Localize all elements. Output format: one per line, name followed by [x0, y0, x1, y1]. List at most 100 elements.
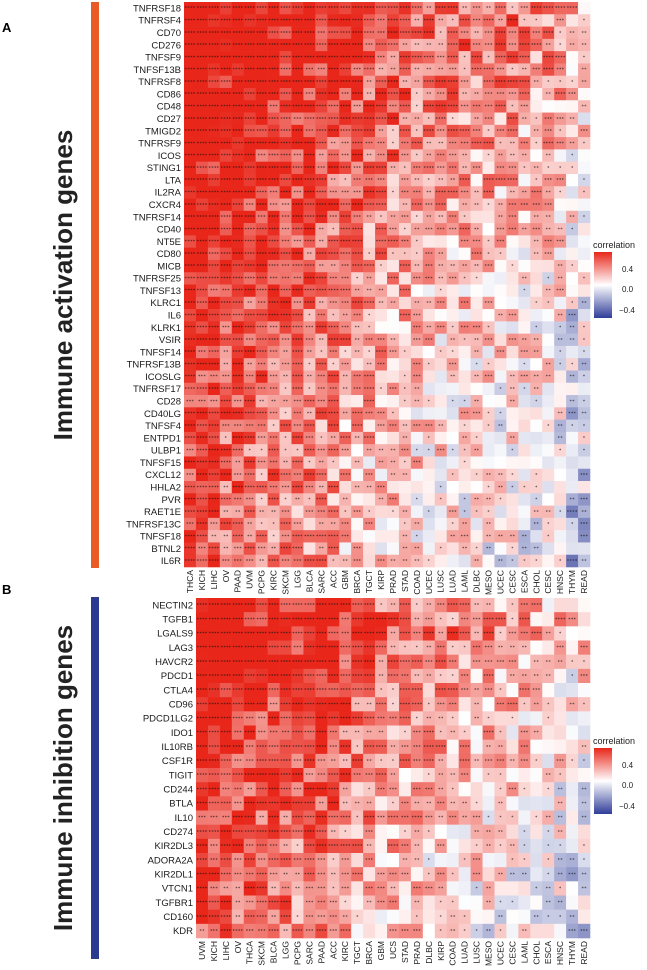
- significance-stars: ****: [244, 178, 255, 184]
- heatmap-cell: [494, 2, 507, 15]
- heatmap-cell: [315, 149, 328, 162]
- significance-stars: ***: [198, 815, 206, 821]
- significance-stars: ***: [496, 165, 504, 171]
- heatmap-cell: [446, 296, 459, 310]
- significance-stars: ****: [196, 264, 207, 270]
- significance-stars: ****: [555, 55, 566, 61]
- heatmap-cell: [339, 395, 352, 408]
- significance-stars: ****: [208, 301, 219, 307]
- significance-stars: ****: [232, 325, 243, 331]
- heatmap-cell: [267, 38, 280, 52]
- heatmap-cell: [422, 100, 436, 113]
- significance-stars: ****: [185, 18, 196, 24]
- significance-stars: *: [260, 448, 263, 454]
- significance-stars: *: [535, 325, 538, 331]
- heatmap-cell: [255, 173, 268, 187]
- significance-stars: ***: [496, 67, 504, 73]
- heatmap-cell: [291, 284, 304, 298]
- panel-a-legend-tick-low: −0.4: [619, 306, 635, 315]
- heatmap-cell: [554, 370, 567, 384]
- significance-stars: ****: [411, 659, 422, 665]
- heatmap-cell: [530, 923, 543, 939]
- heatmap-cell: [339, 161, 352, 175]
- significance-stars: ***: [222, 423, 230, 429]
- heatmap-cell: [458, 345, 471, 359]
- significance-stars: ****: [471, 141, 482, 147]
- heatmap-cell: [578, 481, 591, 494]
- significance-stars: ****: [220, 301, 231, 307]
- heatmap-cell: [398, 235, 412, 248]
- significance-stars: ****: [328, 104, 339, 110]
- heatmap-cell: [422, 272, 436, 285]
- significance-stars: ****: [208, 801, 219, 807]
- heatmap-cell: [482, 796, 495, 811]
- significance-stars: **: [557, 659, 563, 665]
- significance-stars: **: [295, 497, 301, 503]
- heatmap-cell: [470, 112, 483, 126]
- heatmap-cell: [291, 75, 304, 89]
- heatmap-cell: [578, 87, 591, 101]
- significance-stars: ****: [197, 801, 208, 807]
- significance-stars: ****: [197, 914, 208, 920]
- heatmap-cell: [494, 505, 507, 519]
- heatmap-cell: [243, 112, 256, 126]
- heatmap-cell: [398, 493, 412, 506]
- heatmap-cell: [279, 149, 292, 162]
- heatmap-cell: [530, 867, 543, 882]
- heatmap-cell: [375, 14, 388, 27]
- heatmap-cell: [482, 309, 495, 322]
- significance-stars: **: [534, 129, 540, 135]
- significance-stars: **: [510, 374, 516, 380]
- significance-stars: ***: [329, 744, 337, 750]
- heatmap-cell: [195, 198, 209, 212]
- heatmap-cell: [291, 198, 304, 212]
- cancer-label: LIHC: [221, 941, 231, 960]
- significance-stars: ****: [292, 603, 303, 609]
- heatmap-cell: [542, 284, 555, 298]
- heatmap-cell: [184, 14, 197, 27]
- heatmap-cell: [387, 542, 400, 556]
- heatmap-cell: [422, 517, 436, 531]
- heatmap-cell: [351, 75, 364, 89]
- significance-stars: *: [404, 374, 407, 380]
- panel-b-legend-tick-mid: 0.0: [622, 781, 634, 790]
- significance-stars: *: [439, 900, 442, 906]
- heatmap-cell: [375, 309, 388, 322]
- heatmap-cell: [375, 161, 388, 175]
- significance-stars: ****: [364, 716, 375, 722]
- significance-stars: *: [571, 522, 574, 528]
- gene-label: TNFRSF8: [138, 77, 181, 88]
- significance-stars: ***: [186, 472, 194, 478]
- heatmap-cell: [554, 210, 567, 224]
- significance-stars: ****: [316, 43, 327, 49]
- significance-stars: **: [271, 509, 277, 515]
- significance-stars: ***: [413, 423, 421, 429]
- heatmap-cell: [494, 100, 507, 113]
- significance-stars: ***: [293, 522, 301, 528]
- significance-stars: **: [450, 374, 456, 380]
- heatmap-cell: [351, 198, 364, 212]
- significance-stars: ****: [316, 116, 327, 122]
- significance-stars: ****: [244, 460, 255, 466]
- significance-stars: ***: [556, 759, 564, 765]
- cancer-label: LUSC: [472, 941, 482, 964]
- heatmap-cell: [482, 345, 495, 359]
- significance-stars: ***: [413, 759, 421, 765]
- significance-stars: ****: [268, 815, 279, 821]
- significance-stars: ***: [377, 411, 385, 417]
- significance-stars: ***: [281, 558, 289, 564]
- heatmap-cell: [422, 530, 436, 543]
- heatmap-cell: [566, 124, 579, 138]
- heatmap-cell: [231, 173, 244, 187]
- significance-stars: *: [583, 215, 586, 221]
- significance-stars: **: [557, 872, 563, 878]
- significance-stars: ****: [316, 190, 327, 196]
- significance-stars: ****: [304, 844, 315, 850]
- significance-stars: ****: [256, 129, 267, 135]
- significance-stars: ****: [555, 92, 566, 98]
- cancer-label: THYM: [567, 570, 577, 594]
- significance-stars: ****: [256, 227, 267, 233]
- significance-stars: **: [557, 436, 563, 442]
- significance-stars: **: [247, 362, 253, 368]
- significance-stars: *: [499, 773, 502, 779]
